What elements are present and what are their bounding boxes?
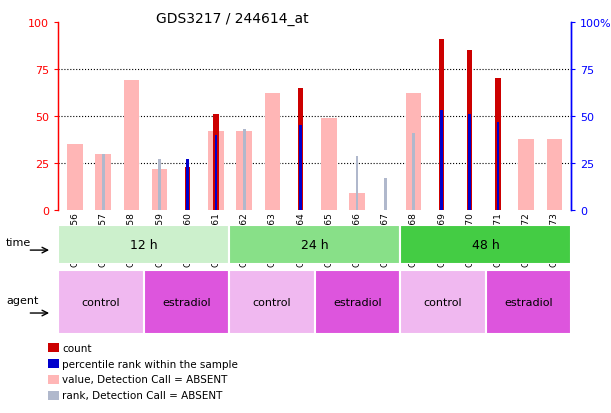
Bar <box>229 271 315 335</box>
Bar <box>67 145 82 211</box>
Bar <box>315 271 400 335</box>
Bar <box>440 111 443 211</box>
Bar <box>486 271 571 335</box>
Bar <box>467 51 472 211</box>
Text: estradiol: estradiol <box>504 297 553 308</box>
Bar <box>384 179 387 211</box>
Text: agent: agent <box>6 295 38 306</box>
Bar <box>469 115 471 211</box>
Bar <box>123 81 139 211</box>
Text: 12 h: 12 h <box>130 238 158 251</box>
Text: percentile rank within the sample: percentile rank within the sample <box>62 359 238 369</box>
Bar <box>186 160 189 211</box>
Bar <box>356 156 359 211</box>
Text: 24 h: 24 h <box>301 238 329 251</box>
Text: 48 h: 48 h <box>472 238 500 251</box>
Bar <box>213 115 219 211</box>
Bar <box>349 194 365 211</box>
Bar <box>208 132 224 211</box>
Text: control: control <box>81 297 120 308</box>
Bar <box>518 139 534 211</box>
Bar <box>265 94 280 211</box>
Text: GDS3217 / 244614_at: GDS3217 / 244614_at <box>156 12 309 26</box>
Text: control: control <box>252 297 291 308</box>
Bar <box>298 88 303 211</box>
Bar <box>95 154 111 211</box>
Bar <box>496 79 500 211</box>
Text: count: count <box>62 343 92 353</box>
Bar <box>412 133 415 211</box>
Text: time: time <box>6 237 31 248</box>
Bar <box>299 124 302 211</box>
Bar <box>236 132 252 211</box>
Text: control: control <box>423 297 463 308</box>
Text: rank, Detection Call = ABSENT: rank, Detection Call = ABSENT <box>62 390 222 400</box>
Bar <box>400 225 571 264</box>
Bar <box>400 271 486 335</box>
Bar <box>185 167 190 211</box>
Bar <box>58 271 144 335</box>
Bar <box>158 160 161 211</box>
Bar <box>299 126 302 211</box>
Bar <box>102 154 104 211</box>
Bar <box>214 135 218 211</box>
Bar <box>497 122 499 211</box>
Bar <box>144 271 229 335</box>
Text: value, Detection Call = ABSENT: value, Detection Call = ABSENT <box>62 375 228 385</box>
Bar <box>229 225 400 264</box>
Bar <box>321 119 337 211</box>
Bar <box>406 94 421 211</box>
Bar <box>243 130 246 211</box>
Bar <box>152 169 167 211</box>
Text: estradiol: estradiol <box>162 297 211 308</box>
Bar <box>58 225 229 264</box>
Bar <box>439 40 444 211</box>
Text: estradiol: estradiol <box>333 297 382 308</box>
Bar <box>547 139 562 211</box>
